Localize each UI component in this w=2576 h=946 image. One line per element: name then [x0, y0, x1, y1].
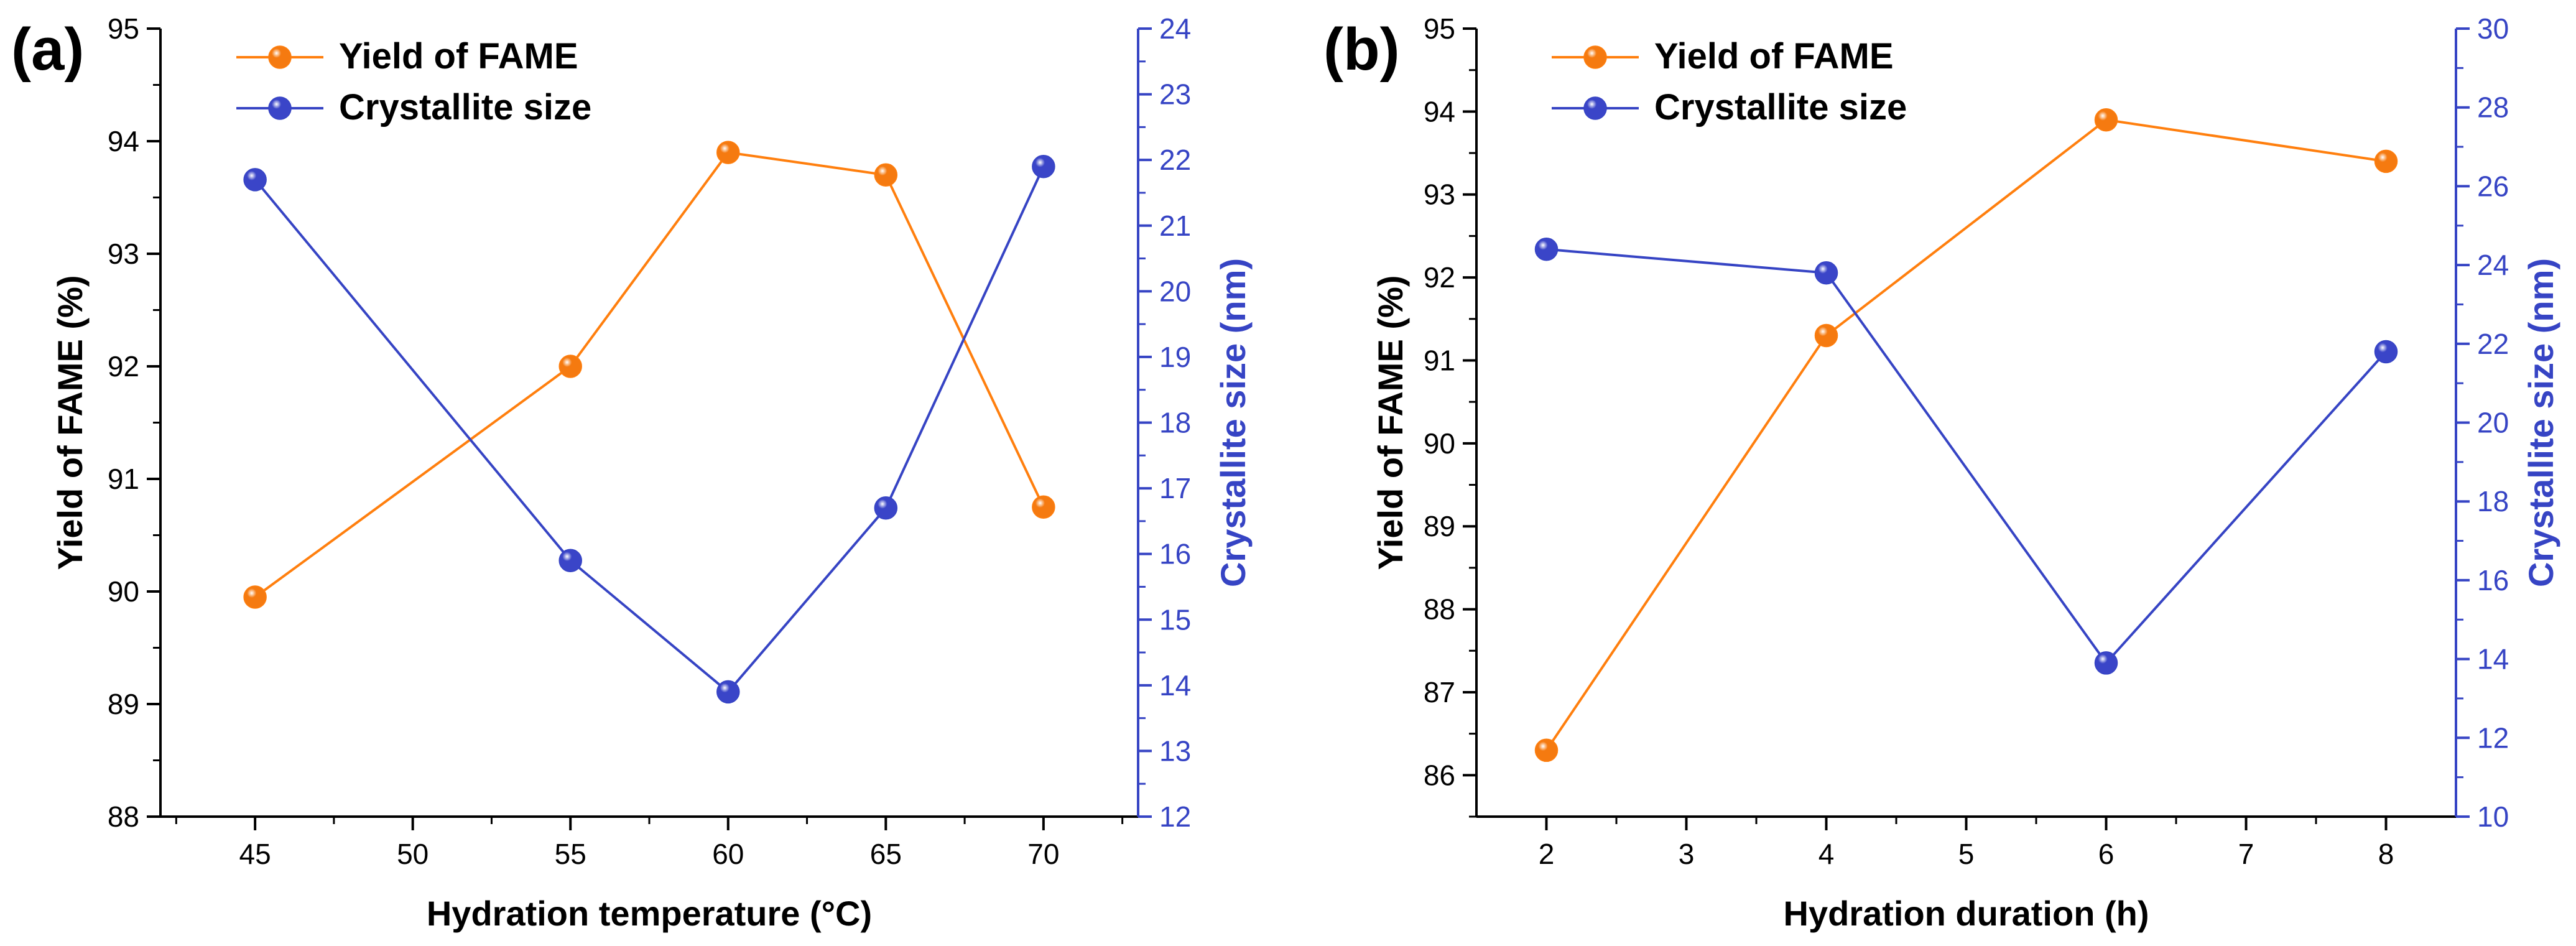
x-tick-label: 50: [397, 838, 429, 870]
y-right-tick-label: 19: [1159, 341, 1191, 373]
y-right-tick-label: 13: [1159, 735, 1191, 767]
legend-label-yield: Yield of FAME: [1654, 36, 1894, 77]
y-right-tick-label: 24: [1159, 12, 1191, 45]
y-right-tick-label: 18: [1159, 407, 1191, 439]
series-line-yield: [254, 151, 1045, 598]
y-left-tick-label: 93: [1424, 179, 1455, 211]
data-point-yield: [2374, 149, 2398, 174]
y-left-tick-label: 94: [108, 125, 139, 157]
y-left-tick-label: 89: [1424, 510, 1455, 542]
y-left-tick-label: 93: [108, 238, 139, 270]
data-point-crystallite: [243, 168, 267, 192]
y-right-tick-label: 16: [1159, 538, 1191, 570]
y-right-tick-label: 12: [2477, 721, 2509, 754]
y-right-tick-label: 30: [2477, 12, 2509, 45]
x-axis-title: Hydration temperature (°C): [427, 894, 872, 933]
y-right-tick-label: 22: [1159, 144, 1191, 176]
y-right-tick-label: 16: [2477, 564, 2509, 596]
legend: Yield of FAME Crystallite size: [236, 36, 591, 128]
series-line-crystallite: [254, 165, 1045, 694]
data-point-yield: [716, 141, 740, 164]
data-point-yield: [558, 355, 582, 378]
data-point-yield: [1814, 323, 1838, 348]
data-point-yield: [243, 585, 267, 609]
chart-panel-2: (b)8687888990919293949510121416182022242…: [1323, 12, 2560, 933]
y-left-tick-label: 89: [108, 688, 139, 720]
y-axis-right-title: Crystallite size (nm): [1213, 258, 1253, 587]
y-left-tick-label: 95: [108, 12, 139, 45]
x-tick-label: 4: [1818, 838, 1835, 870]
legend-label-crystallite: Crystallite size: [339, 87, 591, 128]
data-point-crystallite: [1814, 261, 1838, 285]
x-tick-label: 6: [2098, 838, 2115, 870]
x-tick-label: 7: [2238, 838, 2254, 870]
legend-marker-crystallite: [268, 96, 292, 120]
y-right-tick-label: 18: [2477, 485, 2509, 517]
data-point-crystallite: [1534, 238, 1559, 261]
series-line-yield: [1545, 118, 2386, 751]
y-right-tick-label: 24: [2477, 249, 2509, 281]
legend: Yield of FAME Crystallite size: [1552, 36, 1907, 128]
y-left-tick-label: 95: [1424, 12, 1455, 45]
y-left-tick-label: 88: [1424, 593, 1455, 626]
legend-label-yield: Yield of FAME: [339, 36, 578, 77]
y-left-tick-label: 90: [108, 575, 139, 608]
legend-marker-yield: [1583, 45, 1607, 69]
x-tick-label: 55: [555, 838, 586, 870]
data-point-crystallite: [716, 680, 740, 704]
x-tick-label: 65: [870, 838, 902, 870]
y-left-tick-label: 86: [1424, 759, 1455, 791]
panel-label: (a): [11, 16, 84, 83]
legend-label-crystallite: Crystallite size: [1654, 87, 1907, 128]
y-axis-left-title: Yield of FAME (%): [1371, 276, 1410, 570]
data-point-crystallite: [874, 496, 898, 520]
x-tick-label: 60: [712, 838, 744, 870]
y-left-tick-label: 92: [1424, 261, 1455, 294]
y-right-tick-label: 20: [2477, 407, 2509, 439]
x-tick-label: 70: [1027, 838, 1059, 870]
y-right-tick-label: 14: [2477, 643, 2509, 675]
x-axis-title: Hydration duration (h): [1784, 894, 2149, 933]
data-point-crystallite: [2094, 651, 2118, 675]
y-left-tick-label: 92: [108, 350, 139, 383]
data-point-yield: [1032, 495, 1055, 519]
y-right-tick-label: 10: [2477, 800, 2509, 833]
legend-marker-yield: [268, 45, 292, 69]
x-tick-label: 45: [239, 838, 271, 870]
legend-marker-crystallite: [1583, 96, 1607, 120]
y-left-tick-label: 94: [1424, 95, 1455, 128]
data-point-yield: [1534, 738, 1559, 763]
y-right-tick-label: 17: [1159, 472, 1191, 504]
y-left-tick-label: 88: [108, 800, 139, 833]
panel-label: (b): [1323, 16, 1400, 83]
x-tick-label: 5: [1958, 838, 1975, 870]
x-tick-label: 3: [1679, 838, 1695, 870]
data-point-yield: [2094, 108, 2118, 132]
y-right-tick-label: 21: [1159, 210, 1191, 242]
y-right-tick-label: 28: [2477, 91, 2509, 124]
chart-panel-1: (a) 88 89 90 91 92 93 94 95 12 13 14 15 16 17 18 19 20 21 2…: [11, 12, 1253, 933]
y-right-tick-label: 12: [1159, 800, 1191, 833]
y-right-tick-label: 22: [2477, 328, 2509, 360]
y-right-tick-label: 14: [1159, 669, 1191, 702]
x-tick-label: 8: [2378, 838, 2394, 870]
y-right-tick-label: 15: [1159, 603, 1191, 636]
data-point-crystallite: [558, 549, 582, 572]
y-left-tick-label: 91: [108, 463, 139, 495]
y-left-tick-label: 91: [1424, 344, 1455, 376]
y-right-tick-label: 26: [2477, 170, 2509, 202]
data-point-yield: [874, 163, 898, 187]
x-tick-label: 2: [1539, 838, 1555, 870]
data-point-crystallite: [2374, 340, 2398, 364]
y-right-tick-label: 23: [1159, 78, 1191, 111]
series-line-crystallite: [1546, 248, 2387, 665]
y-axis-right-title: Crystallite size (nm): [2521, 258, 2560, 587]
y-right-tick-label: 20: [1159, 275, 1191, 307]
y-left-tick-label: 90: [1424, 427, 1455, 460]
y-left-tick-label: 87: [1424, 676, 1455, 708]
y-axis-left-title: Yield of FAME (%): [50, 276, 90, 570]
data-point-crystallite: [1032, 154, 1055, 179]
